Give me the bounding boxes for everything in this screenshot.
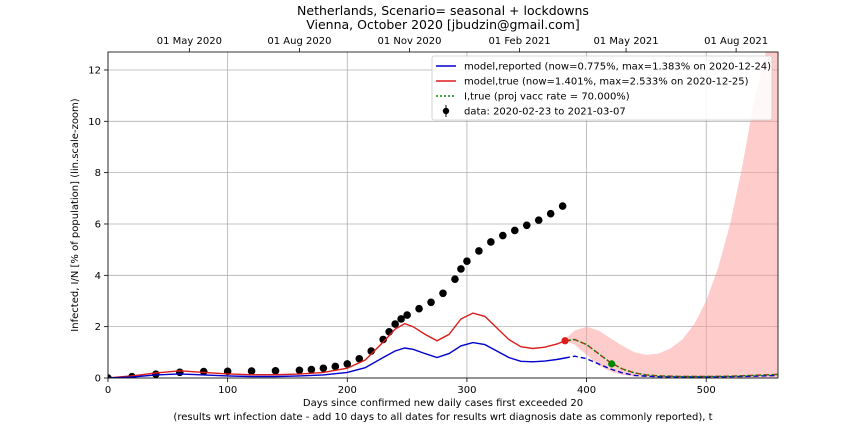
top-tick-label: 01 May 2021 bbox=[593, 36, 658, 47]
series-model-reported-projection bbox=[564, 355, 778, 378]
data-point bbox=[331, 362, 340, 371]
uncertainty-band bbox=[565, 52, 778, 378]
series-model-reported-line bbox=[108, 341, 566, 378]
x-axis-label-note: (results wrt infection date - add 10 day… bbox=[173, 412, 712, 423]
series-model-true-line bbox=[108, 312, 566, 378]
x-axis-label: Days since confirmed new daily cases fir… bbox=[303, 398, 583, 409]
data-point bbox=[247, 367, 256, 375]
data-point bbox=[391, 320, 399, 328]
data-point bbox=[319, 364, 328, 373]
data-point bbox=[510, 226, 519, 235]
data-point bbox=[522, 221, 531, 230]
x-tick-label: 500 bbox=[697, 385, 716, 396]
data-point bbox=[307, 365, 316, 374]
data-point bbox=[457, 265, 465, 273]
legend-label: model,reported (now=0.775%, max=1.383% o… bbox=[464, 62, 771, 73]
data-point bbox=[379, 335, 387, 344]
data-point bbox=[463, 257, 471, 266]
data-point bbox=[439, 289, 447, 298]
x-tick-label: 0 bbox=[105, 385, 111, 396]
marker-point bbox=[608, 360, 616, 368]
data-point bbox=[427, 298, 435, 307]
data-point bbox=[175, 368, 184, 377]
top-tick-label: 01 Feb 2021 bbox=[488, 36, 550, 47]
data-point bbox=[475, 247, 483, 255]
data-point bbox=[534, 216, 543, 224]
y-tick-label: 2 bbox=[95, 322, 101, 333]
data-point bbox=[403, 311, 411, 319]
chart-title: Netherlands, Scenario= seasonal + lockdo… bbox=[297, 3, 589, 18]
plot-area: 0 100 200 300 400 500 0 2 4 6 8 10 12 01 May 2020 01 A… bbox=[88, 36, 779, 396]
data-point bbox=[499, 231, 507, 240]
legend-label: I,true (proj vacc rate = 70.000%) bbox=[464, 92, 630, 103]
data-point bbox=[199, 367, 208, 376]
y-tick-label: 8 bbox=[95, 168, 101, 179]
data-point bbox=[271, 367, 280, 375]
legend-box bbox=[431, 55, 773, 121]
y-tick-label: 6 bbox=[95, 219, 101, 230]
top-tick-label: 01 May 2020 bbox=[157, 36, 222, 47]
x-tick-label: 200 bbox=[338, 385, 357, 396]
y-tick-label: 10 bbox=[88, 117, 101, 128]
top-tick-label: 01 Aug 2021 bbox=[704, 36, 768, 47]
legend-label: data: 2020-02-23 to 2021-03-07 bbox=[464, 107, 626, 118]
marker-point bbox=[561, 337, 569, 345]
plot-content bbox=[108, 52, 778, 378]
data-point bbox=[355, 354, 364, 363]
y-tick-label: 4 bbox=[95, 271, 101, 282]
y-axis-label: Infected, I/N [% of population] (lin.sca… bbox=[70, 98, 81, 331]
series-vacc-line bbox=[564, 338, 778, 378]
plot-frame bbox=[107, 51, 779, 379]
data-point bbox=[546, 209, 555, 218]
data-point bbox=[295, 366, 304, 375]
x-tick-label: 400 bbox=[577, 385, 596, 396]
top-tick-label: 01 Nov 2020 bbox=[377, 36, 441, 47]
y-tick-label: 12 bbox=[88, 65, 101, 76]
chart-subtitle: Vienna, October 2020 [jbudzin@gmail.com] bbox=[306, 17, 580, 32]
data-point bbox=[487, 238, 495, 246]
data-point bbox=[451, 275, 459, 283]
data-point bbox=[343, 360, 352, 368]
x-tick-label: 100 bbox=[218, 385, 237, 396]
x-tick-label: 300 bbox=[457, 385, 476, 396]
y-tick-label: 0 bbox=[95, 374, 101, 385]
data-point bbox=[397, 315, 405, 323]
top-tick-label: 01 Aug 2020 bbox=[267, 36, 331, 47]
data-point bbox=[415, 304, 423, 313]
data-point bbox=[558, 202, 567, 210]
legend-label: model,true (now=1.401%, max=2.533% on 20… bbox=[464, 77, 749, 88]
